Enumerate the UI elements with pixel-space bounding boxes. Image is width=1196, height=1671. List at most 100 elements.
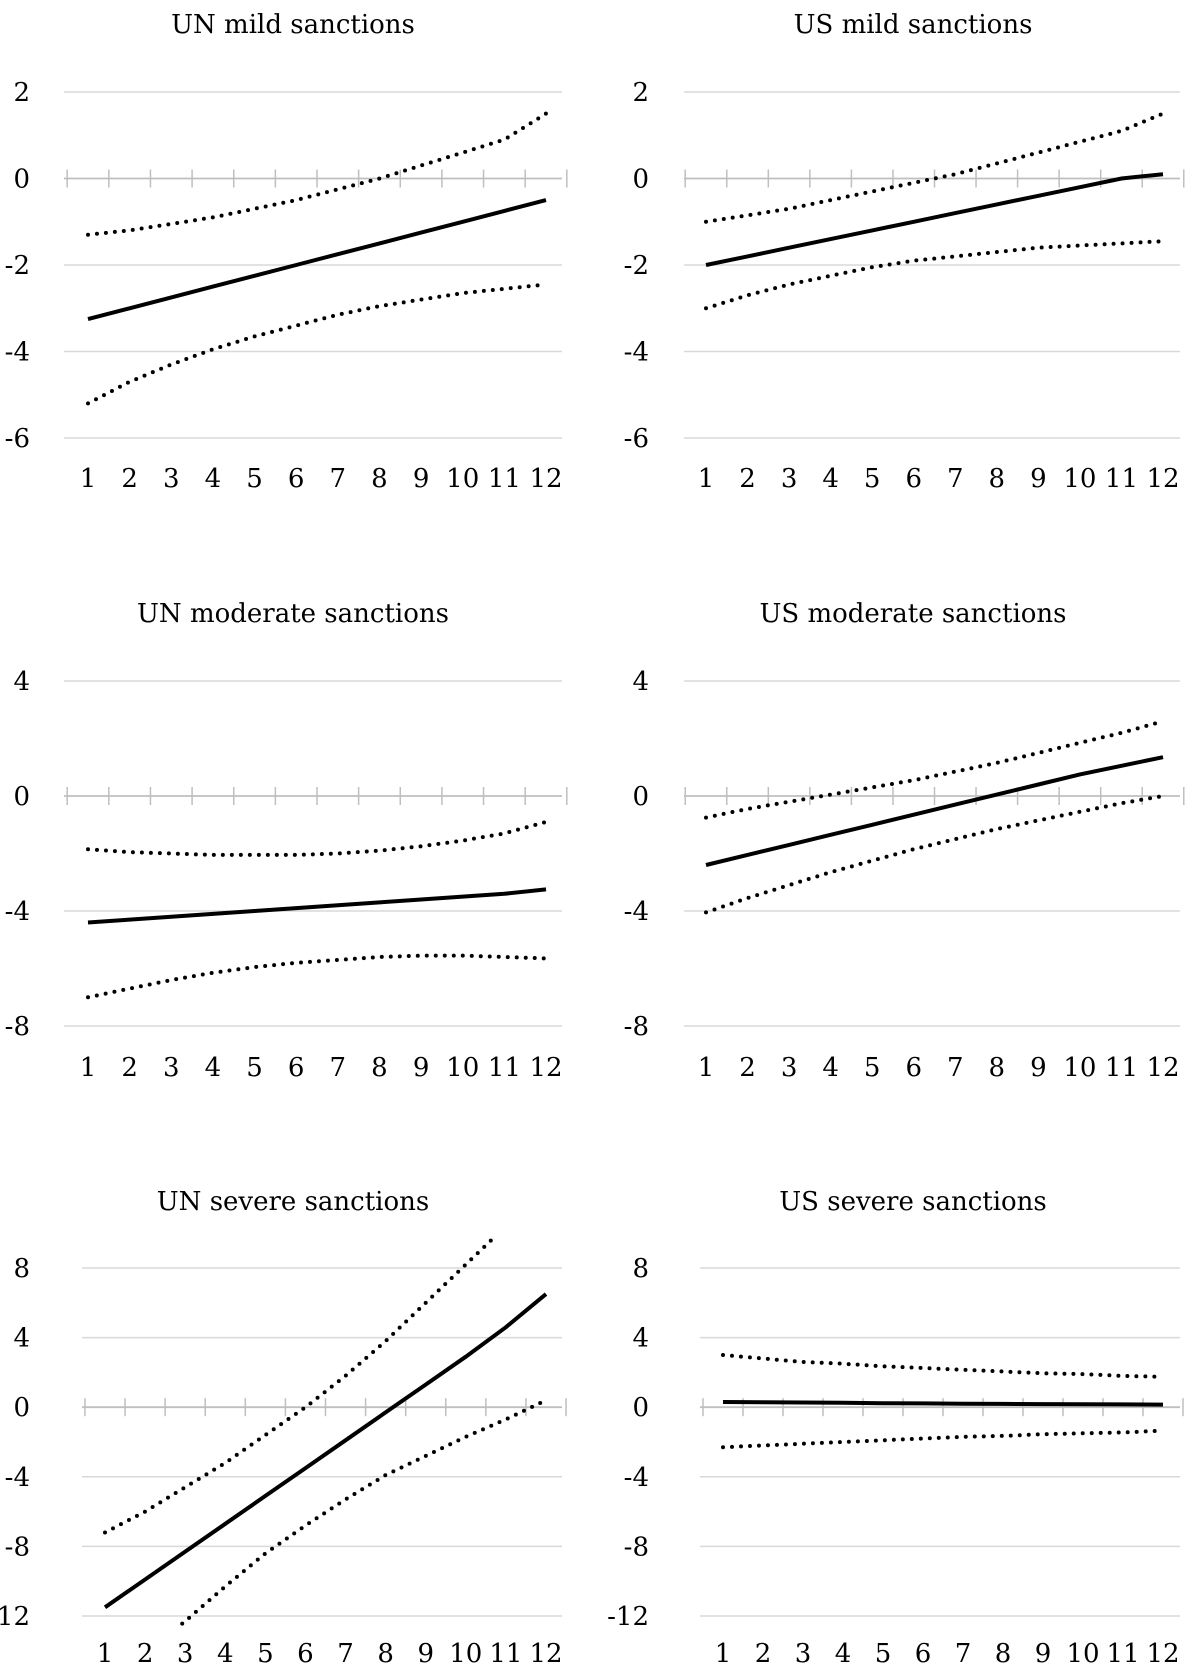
chart-title: US moderate sanctions [759, 599, 1066, 629]
y-tick-label: 4 [632, 1324, 649, 1354]
x-tick-label: 8 [989, 1053, 1006, 1083]
x-tick-label: 3 [781, 464, 798, 494]
x-tick-label: 6 [905, 1053, 922, 1083]
x-tick-label: 11 [1105, 1053, 1138, 1083]
x-tick-label: 11 [489, 1639, 522, 1669]
x-tick-label: 2 [121, 464, 138, 494]
x-tick-label: 1 [80, 464, 97, 494]
confidence-bound-line [103, 1238, 497, 1535]
y-tick-label: 0 [13, 782, 30, 812]
y-tick-label: 0 [632, 165, 649, 195]
x-tick-label: 6 [288, 464, 305, 494]
x-tick-label: 5 [864, 464, 881, 494]
x-tick-label: 5 [257, 1639, 274, 1669]
y-tick-label: -8 [5, 1532, 30, 1562]
chart-title: UN moderate sanctions [137, 599, 449, 629]
y-tick-label: -6 [624, 424, 649, 454]
chart-title: US severe sanctions [779, 1187, 1047, 1217]
x-tick-label: 5 [864, 1053, 881, 1083]
x-tick-label: 10 [446, 464, 479, 494]
x-tick-label: 6 [905, 464, 922, 494]
y-tick-label: 0 [632, 782, 649, 812]
x-tick-label: 2 [739, 1053, 756, 1083]
x-tick-label: 7 [337, 1639, 354, 1669]
y-tick-label: -2 [5, 251, 30, 281]
confidence-bound-line [704, 239, 1165, 311]
confidence-bound-line [721, 1428, 1165, 1450]
x-tick-label: 10 [1063, 464, 1096, 494]
x-tick-label: 7 [947, 464, 964, 494]
estimate-line [705, 172, 1164, 267]
y-tick-label: -4 [624, 897, 649, 927]
y-tick-label: -4 [624, 338, 649, 368]
x-tick-label: 2 [121, 1053, 138, 1083]
y-tick-label: -8 [624, 1532, 649, 1562]
x-tick-label: 3 [177, 1639, 194, 1669]
x-tick-label: 3 [163, 1053, 180, 1083]
x-tick-label: 4 [205, 1053, 222, 1083]
confidence-bound-line [704, 719, 1165, 820]
x-tick-label: 7 [330, 464, 347, 494]
x-tick-label: 8 [995, 1639, 1012, 1669]
y-tick-label: 8 [632, 1254, 649, 1284]
x-tick-label: 11 [488, 464, 521, 494]
y-tick-label: 0 [632, 1393, 649, 1423]
x-tick-label: 3 [781, 1053, 798, 1083]
confidence-bound-line [704, 794, 1165, 915]
y-tick-label: -8 [624, 1012, 649, 1042]
x-tick-label: 2 [137, 1639, 154, 1669]
x-tick-label: 12 [529, 1053, 562, 1083]
y-tick-label: -12 [0, 1602, 30, 1632]
x-tick-label: 4 [822, 464, 839, 494]
x-tick-label: 3 [795, 1639, 812, 1669]
x-tick-label: 10 [1066, 1639, 1099, 1669]
y-tick-label: 8 [13, 1254, 30, 1284]
confidence-bound-line [721, 1353, 1165, 1379]
x-tick-label: 2 [755, 1639, 772, 1669]
x-tick-label: 5 [875, 1639, 892, 1669]
x-tick-label: 7 [955, 1639, 972, 1669]
x-tick-label: 12 [1146, 464, 1179, 494]
estimate-line [103, 1292, 548, 1609]
chart-title: UN severe sanctions [157, 1187, 429, 1217]
chart-title: US mild sanctions [794, 10, 1033, 40]
x-tick-label: 11 [1106, 1639, 1139, 1669]
x-tick-label: 7 [947, 1053, 964, 1083]
y-tick-label: 2 [13, 78, 30, 108]
x-tick-label: 8 [371, 1053, 388, 1083]
x-tick-label: 1 [715, 1639, 732, 1669]
estimate-line [87, 198, 547, 322]
y-tick-label: 0 [13, 165, 30, 195]
estimate-line [722, 1400, 1164, 1407]
x-tick-label: 6 [288, 1053, 305, 1083]
confidence-bound-line [86, 111, 548, 237]
x-tick-label: 1 [80, 1053, 97, 1083]
x-tick-label: 5 [246, 1053, 263, 1083]
x-tick-label: 12 [529, 464, 562, 494]
x-tick-label: 8 [377, 1639, 394, 1669]
confidence-bound-line [176, 1398, 548, 1626]
x-tick-label: 10 [449, 1639, 482, 1669]
x-tick-label: 8 [989, 464, 1006, 494]
x-tick-label: 8 [371, 464, 388, 494]
x-tick-label: 11 [1105, 464, 1138, 494]
y-tick-label: -6 [5, 424, 30, 454]
confidence-bound-line [86, 282, 548, 406]
x-tick-label: 4 [217, 1639, 234, 1669]
y-tick-label: 2 [632, 78, 649, 108]
chart-panel-5: UN severe sanctions840-4-8-1212345678910… [0, 1187, 567, 1669]
x-tick-label: 12 [1146, 1639, 1179, 1669]
y-tick-label: -2 [624, 251, 649, 281]
y-tick-label: 4 [13, 1324, 30, 1354]
confidence-bound-line [86, 819, 548, 857]
x-tick-label: 10 [446, 1053, 479, 1083]
x-tick-label: 1 [698, 464, 715, 494]
x-tick-label: 1 [698, 1053, 715, 1083]
y-tick-label: 4 [632, 667, 649, 697]
